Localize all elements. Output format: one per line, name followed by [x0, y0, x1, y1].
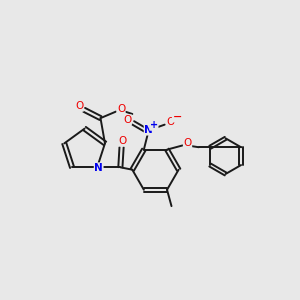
Text: N: N	[144, 125, 153, 135]
Text: O: O	[167, 117, 175, 127]
Text: O: O	[75, 101, 83, 111]
Text: O: O	[183, 138, 192, 148]
Text: O: O	[123, 115, 131, 125]
Text: +: +	[150, 120, 158, 130]
Text: −: −	[172, 112, 182, 122]
Text: N: N	[94, 163, 103, 173]
Text: O: O	[117, 103, 125, 114]
Text: O: O	[118, 136, 126, 146]
